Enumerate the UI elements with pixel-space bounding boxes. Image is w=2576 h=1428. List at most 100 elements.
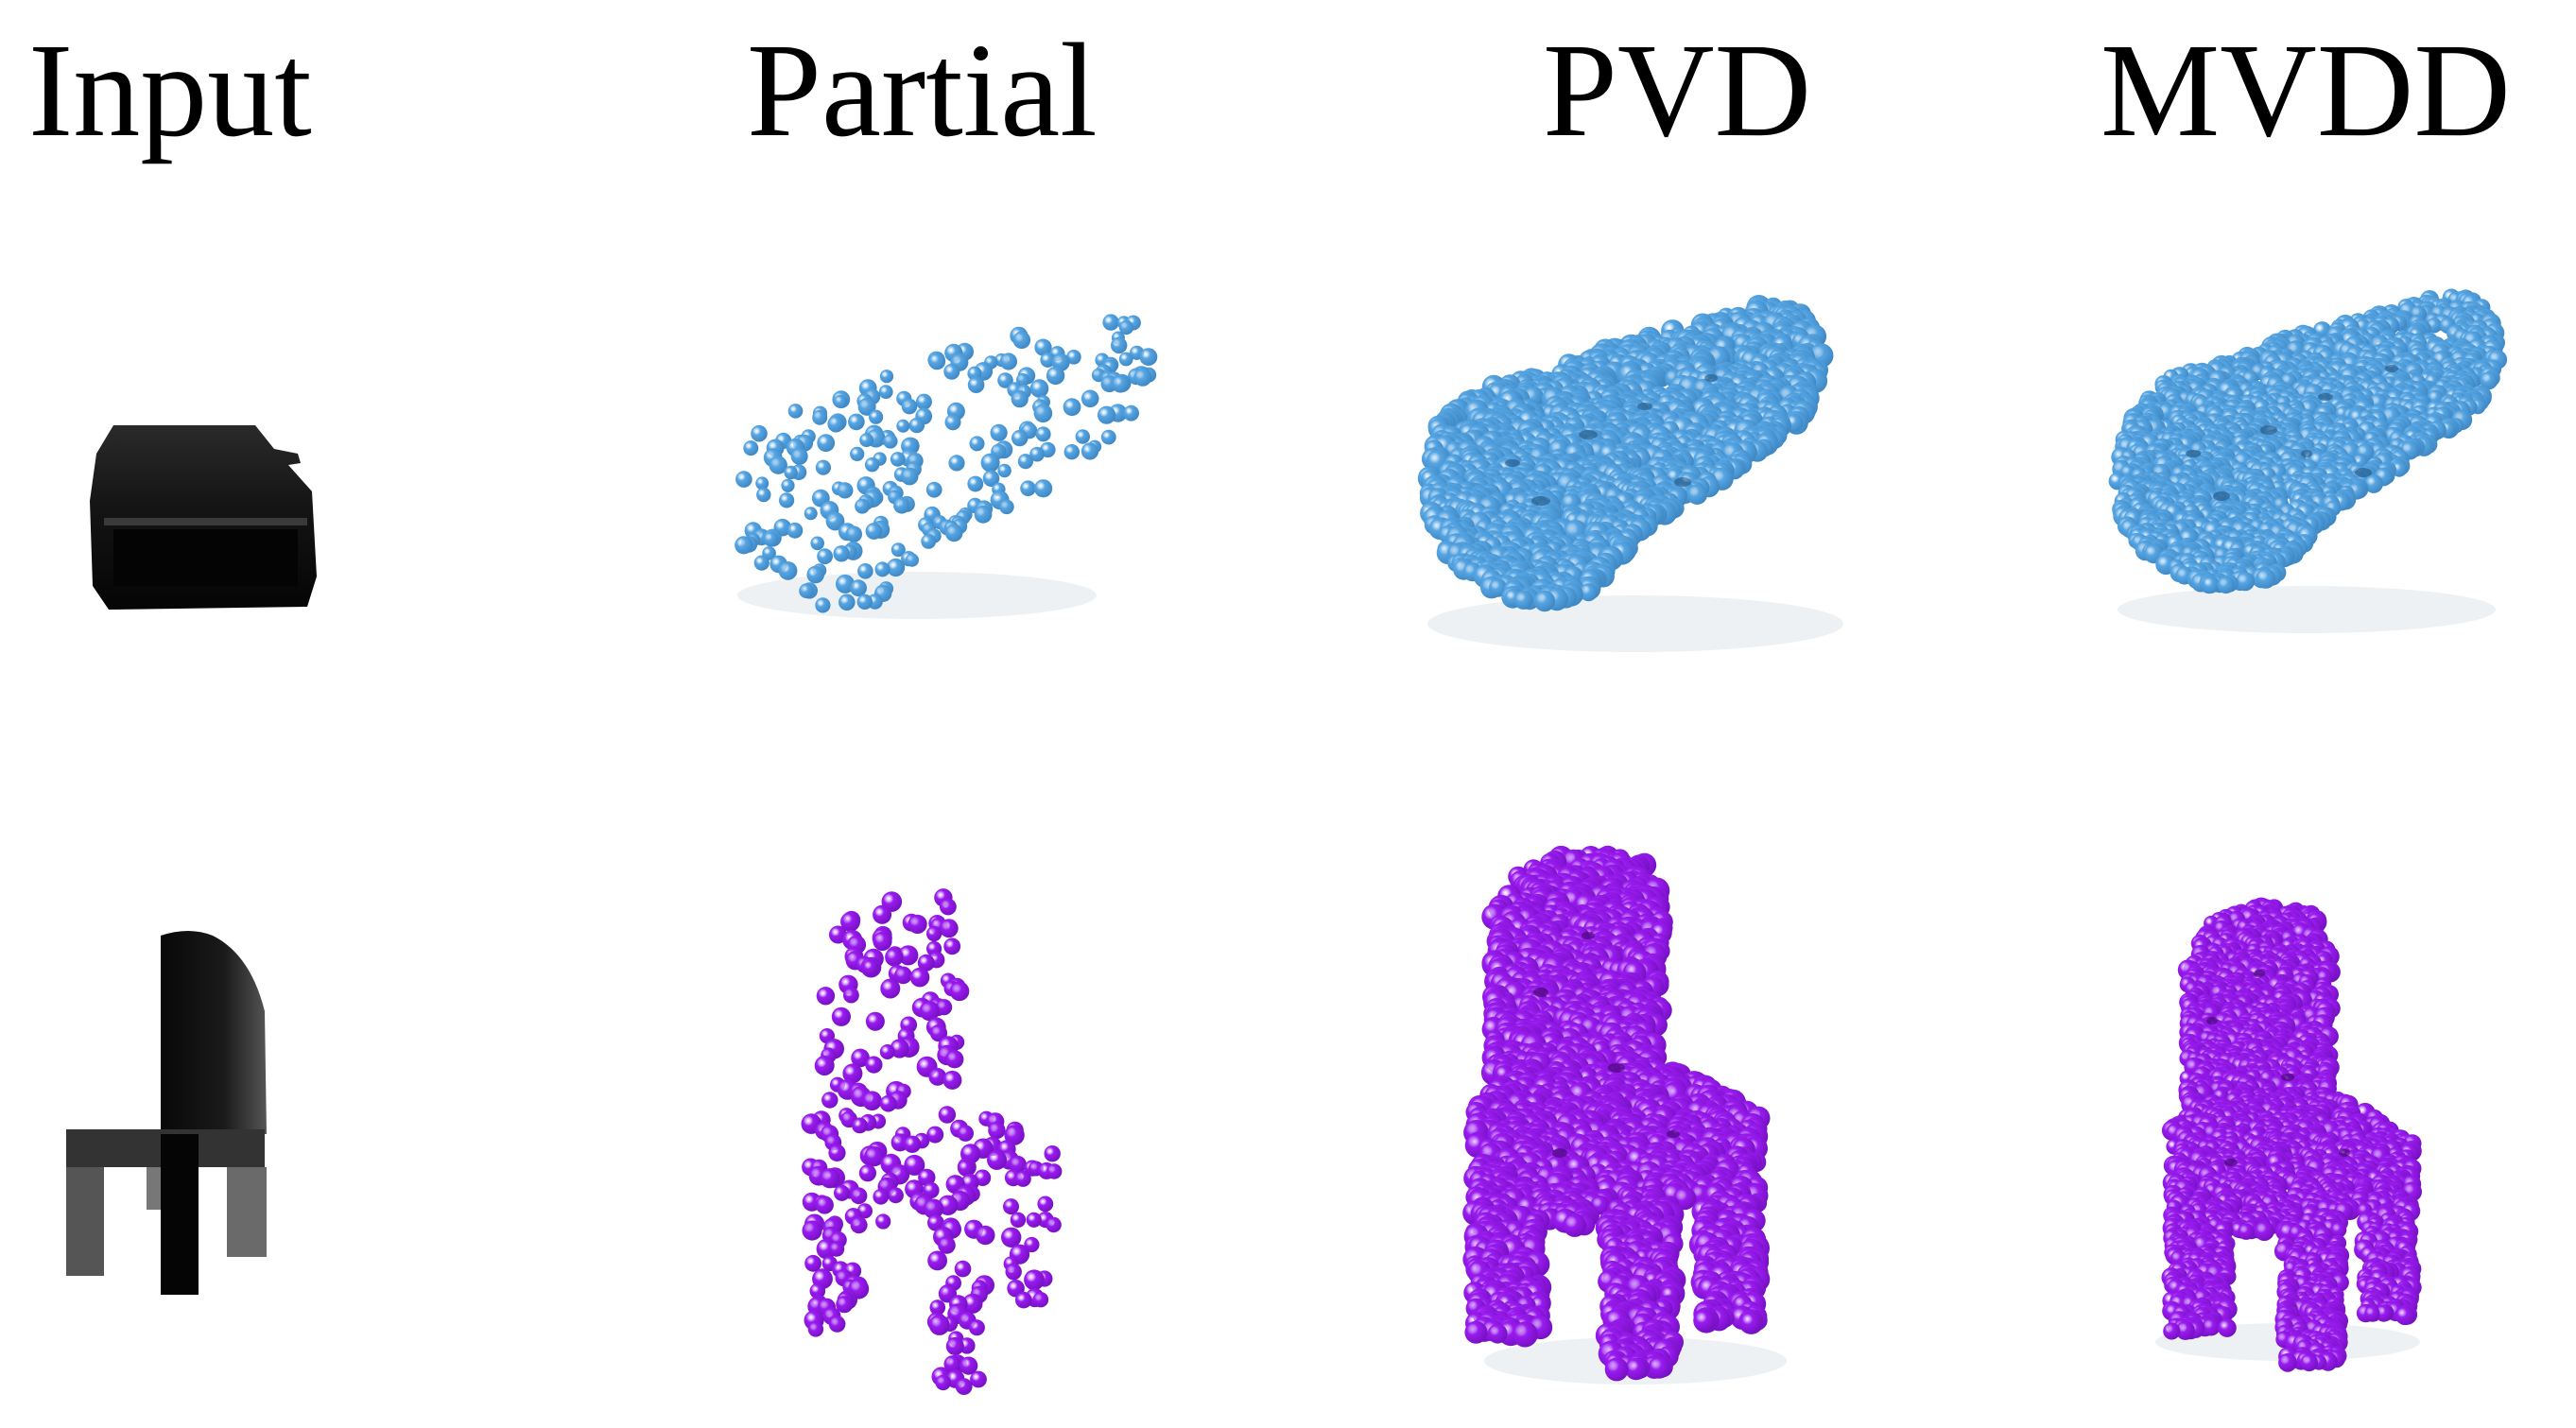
point — [843, 987, 859, 1004]
point — [1011, 390, 1029, 408]
point — [743, 440, 759, 456]
point — [903, 1135, 922, 1153]
point — [1009, 1155, 1027, 1174]
point — [1081, 442, 1099, 460]
point — [1044, 1145, 1061, 1162]
point — [1066, 350, 1081, 365]
point — [945, 1050, 964, 1069]
point — [850, 1187, 868, 1205]
point — [2480, 371, 2498, 390]
point — [923, 1181, 940, 1199]
point — [1017, 454, 1033, 470]
point — [1005, 1264, 1022, 1281]
surface-gap — [1637, 403, 1652, 410]
point — [957, 1160, 975, 1177]
point — [834, 1184, 850, 1201]
point — [1001, 1227, 1022, 1247]
point — [1579, 583, 1598, 602]
point — [898, 945, 919, 966]
point — [879, 370, 894, 384]
point — [862, 1091, 882, 1110]
point — [802, 1220, 822, 1241]
point — [781, 478, 795, 492]
point — [967, 475, 984, 492]
point — [982, 470, 1000, 487]
car-partial-point-cloud — [735, 314, 1158, 619]
point — [828, 1144, 846, 1161]
column-header-input: Input — [28, 15, 312, 164]
point — [865, 1011, 885, 1031]
point — [905, 553, 919, 567]
point — [1118, 319, 1134, 335]
point — [856, 594, 873, 610]
point — [751, 424, 768, 442]
point — [817, 434, 836, 453]
point — [901, 398, 918, 415]
car-depth-input-image — [90, 425, 317, 610]
point — [1034, 479, 1053, 498]
point — [1033, 404, 1053, 423]
point — [969, 436, 985, 452]
point — [1029, 379, 1049, 398]
point — [999, 353, 1017, 370]
point — [997, 463, 1011, 478]
point — [900, 467, 919, 486]
point — [850, 446, 865, 461]
point — [909, 967, 930, 988]
surface-gap — [1579, 430, 1598, 439]
point — [878, 385, 893, 399]
point — [919, 1001, 940, 1022]
point — [938, 1236, 956, 1254]
point — [806, 565, 824, 584]
chair-pvd-points — [1462, 845, 1771, 1382]
point — [949, 981, 970, 1002]
point — [855, 498, 871, 514]
point — [970, 1370, 987, 1388]
point — [857, 563, 873, 579]
point — [929, 1299, 946, 1316]
point — [842, 1063, 863, 1084]
point — [967, 376, 985, 393]
point — [827, 415, 845, 433]
point — [779, 492, 795, 508]
point — [928, 1068, 947, 1086]
point — [1123, 404, 1139, 422]
point — [850, 579, 867, 597]
point — [836, 1296, 854, 1314]
point — [814, 1056, 835, 1075]
car-mvdd-points — [2108, 288, 2508, 594]
point — [1037, 1196, 1054, 1213]
point — [1024, 1236, 1040, 1253]
point — [960, 1356, 978, 1375]
point — [925, 481, 942, 498]
point — [2202, 576, 2220, 594]
point — [858, 1164, 876, 1182]
point — [810, 536, 824, 551]
point — [926, 925, 942, 942]
surface-gap — [2301, 450, 2312, 457]
point — [999, 499, 1014, 515]
point — [763, 531, 779, 547]
point — [1012, 331, 1031, 350]
point — [962, 1293, 983, 1314]
point — [896, 419, 910, 433]
point — [874, 561, 890, 577]
car-pvd-point-cloud — [1417, 295, 1843, 652]
point — [812, 409, 828, 425]
point — [879, 1044, 895, 1059]
point — [942, 1070, 962, 1090]
point — [908, 417, 925, 434]
point — [880, 978, 901, 999]
point — [945, 1337, 964, 1355]
surface-gap — [1674, 477, 1691, 487]
point — [852, 1117, 868, 1134]
column-header-pvd: PVD — [1543, 15, 1812, 164]
point — [1034, 338, 1052, 356]
point — [1081, 389, 1099, 408]
point — [939, 919, 959, 938]
point — [904, 1154, 925, 1176]
point — [1014, 1170, 1031, 1187]
point — [862, 959, 879, 976]
point — [875, 1213, 891, 1230]
